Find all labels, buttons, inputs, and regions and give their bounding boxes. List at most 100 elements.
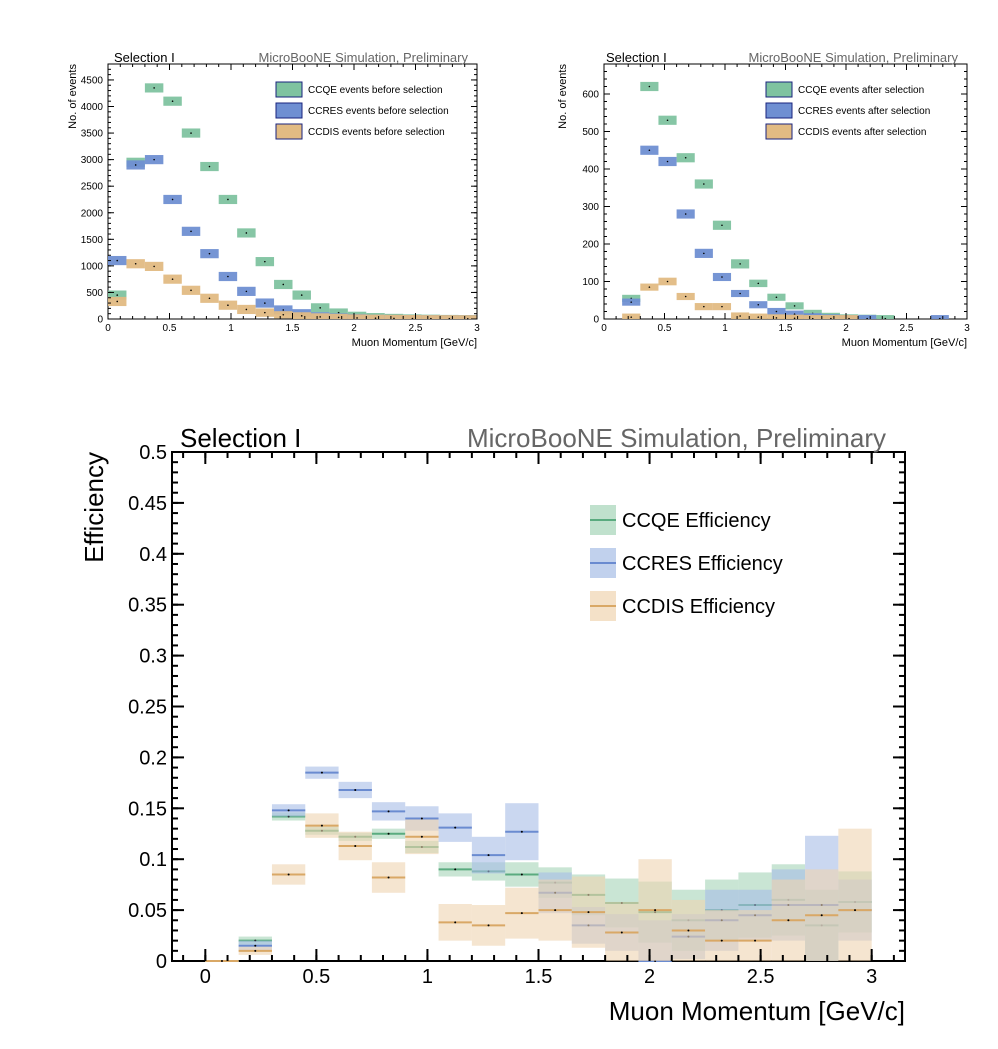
legend-swatch bbox=[275, 123, 303, 140]
bar-marker bbox=[384, 314, 404, 319]
bar-marker bbox=[403, 315, 422, 319]
x-tick-label: 1.5 bbox=[286, 323, 300, 334]
bin-center-dot bbox=[811, 317, 814, 320]
bin-center-dot bbox=[787, 919, 790, 922]
bin-center-dot bbox=[208, 252, 211, 255]
y-tick-label: 0.3 bbox=[139, 646, 167, 668]
bin-center-dot bbox=[320, 824, 323, 827]
bin-center-dot bbox=[684, 156, 687, 159]
axis-ticks: 0 0.5 1 1.5 2 2.5 3 0 500 1000 1500 2000 2500 3000 350… bbox=[81, 63, 480, 334]
legend: CCQE Efficiency CCRES Efficiency CCDIS Eff… bbox=[590, 505, 783, 621]
y-tick-label: 400 bbox=[582, 165, 599, 176]
y-tick-label: 3500 bbox=[81, 129, 104, 140]
series-3 bbox=[108, 259, 477, 320]
error-band bbox=[738, 910, 772, 961]
legend-entry-2: CCRES Efficiency bbox=[590, 548, 783, 578]
bin-center-dot bbox=[411, 317, 414, 320]
x-tick-label: 2.5 bbox=[747, 966, 775, 988]
bin-center-dot bbox=[648, 149, 651, 152]
bin-center-dot bbox=[153, 158, 155, 161]
bar-marker bbox=[749, 313, 768, 319]
y-tick-label: 4500 bbox=[81, 75, 104, 86]
bin-center-dot bbox=[227, 304, 229, 306]
bin-center-dot bbox=[254, 949, 257, 952]
bin-center-dot bbox=[387, 810, 390, 813]
bin-center-dot bbox=[227, 275, 229, 278]
bin-center-dot bbox=[793, 305, 796, 307]
simulation-watermark: MicroBooNE Simulation, Preliminary bbox=[258, 50, 468, 65]
bin-center-dot bbox=[520, 912, 523, 915]
bin-center-dot bbox=[775, 296, 778, 299]
bin-center-dot bbox=[116, 300, 119, 303]
y-tick-label: 2000 bbox=[81, 208, 104, 219]
legend-label: CCRES events before selection bbox=[308, 106, 449, 117]
legend-label: CCRES events after selection bbox=[798, 106, 930, 117]
bar-marker bbox=[930, 315, 949, 319]
bin-center-dot bbox=[720, 939, 723, 942]
y-tick-label: 0.05 bbox=[128, 900, 167, 922]
bin-center-dot bbox=[153, 265, 155, 268]
legend-swatch bbox=[275, 81, 303, 98]
bin-center-dot bbox=[190, 230, 192, 233]
bin-center-dot bbox=[793, 317, 796, 320]
x-tick-label: 0 bbox=[105, 323, 111, 334]
bin-center-dot bbox=[282, 283, 285, 286]
bin-center-dot bbox=[775, 317, 778, 319]
y-tick-label: 0.15 bbox=[128, 798, 167, 820]
legend-entry-1: CCQE events after selection bbox=[765, 81, 924, 98]
bin-center-dot bbox=[116, 259, 119, 262]
bin-center-dot bbox=[666, 160, 669, 163]
legend-label: CCQE events after selection bbox=[798, 85, 924, 96]
bin-center-dot bbox=[153, 87, 155, 89]
bin-center-dot bbox=[739, 292, 741, 295]
legend-swatch bbox=[275, 102, 303, 119]
y-tick-label: 0.5 bbox=[139, 442, 167, 464]
bin-center-dot bbox=[171, 100, 174, 102]
y-tick-label: 1500 bbox=[81, 235, 104, 246]
y-tick-label: 1000 bbox=[81, 261, 104, 272]
bin-center-dot bbox=[757, 282, 760, 285]
bin-center-dot bbox=[337, 311, 340, 314]
bin-center-dot bbox=[721, 276, 723, 278]
bar-marker bbox=[421, 315, 441, 319]
legend-label: CCDIS Efficiency bbox=[622, 596, 775, 618]
y-tick-label: 0.2 bbox=[139, 747, 167, 769]
panel-label: Selection I bbox=[606, 50, 667, 65]
bin-center-dot bbox=[448, 317, 451, 320]
axis-ticks: 0 0.5 1 1.5 2 2.5 3 0 0.05 0.1 0.15 0.2 0.25 0.3 0.35 0… bbox=[128, 442, 905, 988]
bin-center-dot bbox=[300, 294, 303, 296]
bar-marker bbox=[876, 315, 895, 319]
series-3 bbox=[205, 813, 872, 962]
bin-center-dot bbox=[630, 301, 633, 303]
x-tick-label: 1.5 bbox=[779, 323, 793, 334]
x-axis-label: Muon Momentum [GeV/c] bbox=[842, 337, 967, 349]
x-tick-label: 0 bbox=[200, 966, 211, 988]
bin-center-dot bbox=[587, 911, 590, 914]
legend-label: CCQE events before selection bbox=[308, 85, 443, 96]
bin-center-dot bbox=[254, 944, 257, 947]
y-tick-label: 0 bbox=[97, 315, 103, 326]
bin-center-dot bbox=[848, 317, 850, 320]
x-tick-label: 0.5 bbox=[302, 966, 330, 988]
y-axis-label: No. of events bbox=[557, 64, 569, 129]
bin-center-dot bbox=[684, 295, 687, 298]
bin-center-dot bbox=[757, 316, 760, 318]
axis-ticks: 0 0.5 1 1.5 2 2.5 3 0 100 200 300 400 500 600 bbox=[582, 63, 970, 334]
legend-label: CCDIS events after selection bbox=[798, 127, 926, 138]
legend: CCQE events before selection CCRES events… bbox=[275, 81, 449, 140]
bin-center-dot bbox=[775, 310, 778, 313]
chart-panel-3: 0 0.5 1 1.5 2 2.5 3 0 0.05 0.1 0.15 0.2 0.25 0.3 0.35 0… bbox=[79, 423, 906, 1026]
legend: CCQE events after selection CCRES events … bbox=[765, 81, 930, 140]
bin-center-dot bbox=[866, 317, 868, 320]
bin-center-dot bbox=[208, 165, 211, 168]
data-layer bbox=[108, 83, 477, 320]
data-layer bbox=[205, 766, 872, 962]
bin-center-dot bbox=[684, 213, 687, 215]
legend-entry-1: CCQE Efficiency bbox=[590, 505, 771, 535]
y-axis-label: Efficiency bbox=[79, 452, 109, 563]
y-tick-label: 0.45 bbox=[128, 493, 167, 515]
bin-center-dot bbox=[282, 313, 285, 316]
bin-center-dot bbox=[430, 317, 432, 320]
x-tick-label: 0.5 bbox=[163, 323, 177, 334]
bin-center-dot bbox=[520, 830, 523, 833]
